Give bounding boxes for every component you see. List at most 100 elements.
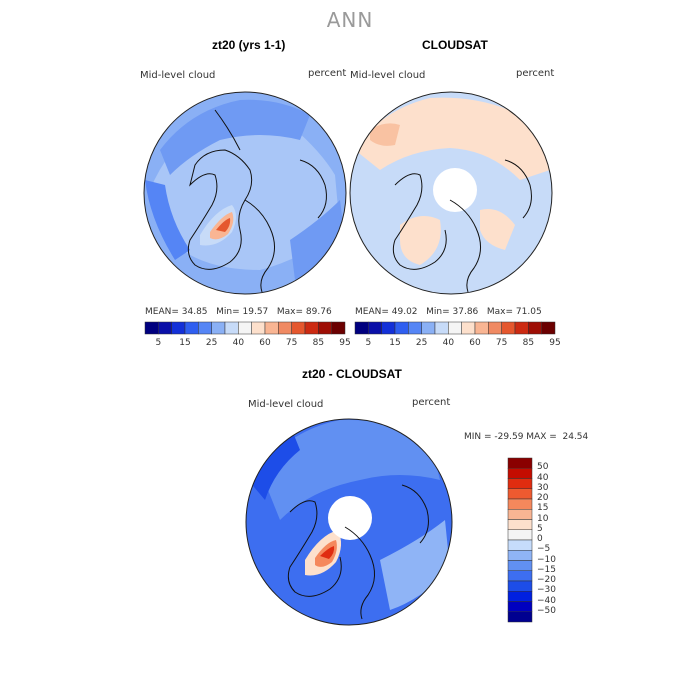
diff-field-patch bbox=[380, 520, 450, 610]
diff-units: percent bbox=[412, 397, 451, 408]
colorbar-swatch bbox=[381, 321, 396, 335]
colorbar-swatch bbox=[184, 321, 199, 335]
diff-colorbar-tick-label: 10 bbox=[537, 513, 549, 524]
diff-colorbar-swatch bbox=[507, 468, 533, 479]
diff-colorbar-swatch bbox=[507, 519, 533, 530]
diff-coastline bbox=[401, 484, 429, 544]
colorbar-swatch bbox=[368, 321, 382, 335]
diff-colorbar-tick-label: 5 bbox=[537, 523, 543, 534]
panel2-max-label: Max= bbox=[486, 307, 514, 317]
colorbar-tick-label: 25 bbox=[205, 338, 218, 348]
diff-colorbar-tick-label: −30 bbox=[537, 585, 556, 596]
panel1-map-border bbox=[143, 91, 347, 295]
panel2-varname: Mid-level cloud bbox=[350, 70, 426, 81]
colorbar-tick-label: 85 bbox=[522, 338, 535, 348]
panel1-min: 19.57 bbox=[242, 307, 269, 317]
colorbar-swatch bbox=[394, 321, 409, 335]
diff-field-patch bbox=[248, 425, 300, 500]
diff-colorbar-tick-label: −10 bbox=[537, 554, 556, 565]
panel1-units: percent bbox=[308, 68, 347, 79]
colorbar-swatch bbox=[198, 321, 212, 335]
colorbar-tick-label: 5 bbox=[155, 338, 162, 348]
panel2-stats: MEAN= 49.02 Min= 37.86 Max= 71.05 bbox=[355, 307, 542, 317]
diff-field-patch bbox=[260, 419, 440, 520]
diff-colorbar-tick-label: −50 bbox=[537, 605, 556, 616]
panel2-coastline bbox=[449, 199, 481, 293]
colorbar-tick-label: 75 bbox=[285, 338, 298, 348]
diff-colorbar bbox=[507, 457, 533, 623]
colorbar-swatch bbox=[264, 321, 279, 335]
panel1-title: zt20 (yrs 1-1) bbox=[212, 38, 286, 52]
colorbar-tick-label: 15 bbox=[389, 338, 401, 348]
panel1-stats: MEAN= 34.85 Min= 19.57 Max= 89.76 bbox=[145, 307, 332, 317]
panel1-varname: Mid-level cloud bbox=[140, 70, 216, 81]
diff-map bbox=[246, 419, 452, 625]
colorbar-tick-label: 60 bbox=[259, 338, 271, 348]
panel1-max-label: Max= bbox=[276, 307, 304, 317]
diff-coastline bbox=[344, 526, 375, 620]
diff-colorbar-tick-label: 30 bbox=[537, 482, 549, 493]
diff-colorbar-swatch bbox=[507, 457, 533, 469]
colorbar-swatch bbox=[448, 321, 462, 335]
colorbar-tick-label: 15 bbox=[179, 338, 191, 348]
panel1-mean-label: MEAN= bbox=[145, 307, 179, 317]
panel1-field-patch bbox=[216, 218, 231, 232]
diff-colorbar-tick-label: 20 bbox=[537, 493, 549, 503]
panel1-mean: 34.85 bbox=[181, 307, 208, 317]
diff-colorbar-swatch bbox=[507, 560, 533, 571]
diff-colorbar-swatch bbox=[507, 550, 533, 561]
diff-colorbar-tick-label: −5 bbox=[537, 544, 551, 555]
diff-colorbar-swatch bbox=[507, 529, 533, 541]
panel2-field-patch bbox=[370, 123, 400, 146]
colorbar-swatch bbox=[474, 321, 489, 335]
panel2-map-border bbox=[349, 91, 553, 295]
diff-colorbar-tick-label: 40 bbox=[537, 472, 549, 483]
colorbar-tick-label: 40 bbox=[232, 338, 245, 348]
colorbar-swatch bbox=[541, 321, 556, 335]
colorbar-swatch bbox=[171, 321, 186, 335]
diff-colorbar-swatch bbox=[507, 601, 533, 612]
colorbar-tick-label: 75 bbox=[495, 338, 508, 348]
diff-polar-gap bbox=[328, 496, 372, 540]
colorbar-swatch bbox=[304, 321, 319, 335]
colorbar-swatch bbox=[238, 321, 252, 335]
panel2-colorbar bbox=[354, 321, 556, 335]
diff-colorbar-swatch bbox=[507, 591, 533, 602]
diff-colorbar-swatch bbox=[507, 488, 533, 500]
colorbar-tick-label: 5 bbox=[365, 338, 372, 348]
diff-minmax: MIN = -29.59 MAX = 24.54 bbox=[464, 432, 589, 442]
panel2-map bbox=[350, 92, 552, 294]
panel1-field-patch bbox=[160, 99, 310, 175]
colorbar-swatch bbox=[331, 321, 346, 335]
colorbar-tick-label: 95 bbox=[339, 338, 351, 348]
colorbar-swatch bbox=[528, 321, 542, 335]
panel1-coastline bbox=[244, 199, 275, 293]
colorbar-swatch bbox=[461, 321, 476, 335]
colorbar-swatch bbox=[211, 321, 226, 335]
panel1-min-label: Min= bbox=[216, 307, 240, 317]
panel2-title: CLOUDSAT bbox=[422, 38, 488, 52]
panel1-coastline bbox=[187, 149, 253, 270]
panel1-colorbar bbox=[144, 321, 346, 335]
diff-colorbar-tick-label: −40 bbox=[537, 595, 556, 606]
diff-colorbar-swatch bbox=[507, 478, 533, 489]
diff-colorbar-tick-label: −20 bbox=[537, 575, 556, 585]
diff-field-patch bbox=[320, 546, 335, 559]
colorbar-swatch bbox=[488, 321, 502, 335]
diff-colorbar-tick-label: −15 bbox=[537, 564, 556, 575]
panel2-field-patch bbox=[355, 97, 550, 180]
colorbar-tick-label: 60 bbox=[469, 338, 481, 348]
diff-title: zt20 - CLOUDSAT bbox=[302, 367, 402, 381]
colorbar-swatch bbox=[251, 321, 266, 335]
panel2-colorbar-labels: 5 15 25 40 60 75 85 95 bbox=[355, 338, 560, 350]
diff-colorbar-swatch bbox=[507, 611, 533, 623]
panel2-coastline bbox=[504, 159, 532, 219]
panel2-max: 71.05 bbox=[515, 307, 542, 317]
colorbar-swatch bbox=[434, 321, 449, 335]
colorbar-swatch bbox=[514, 321, 529, 335]
colorbar-tick-label: 95 bbox=[549, 338, 561, 348]
panel1-field-patch bbox=[145, 180, 190, 260]
colorbar-tick-label: 85 bbox=[312, 338, 325, 348]
colorbar-swatch bbox=[224, 321, 239, 335]
